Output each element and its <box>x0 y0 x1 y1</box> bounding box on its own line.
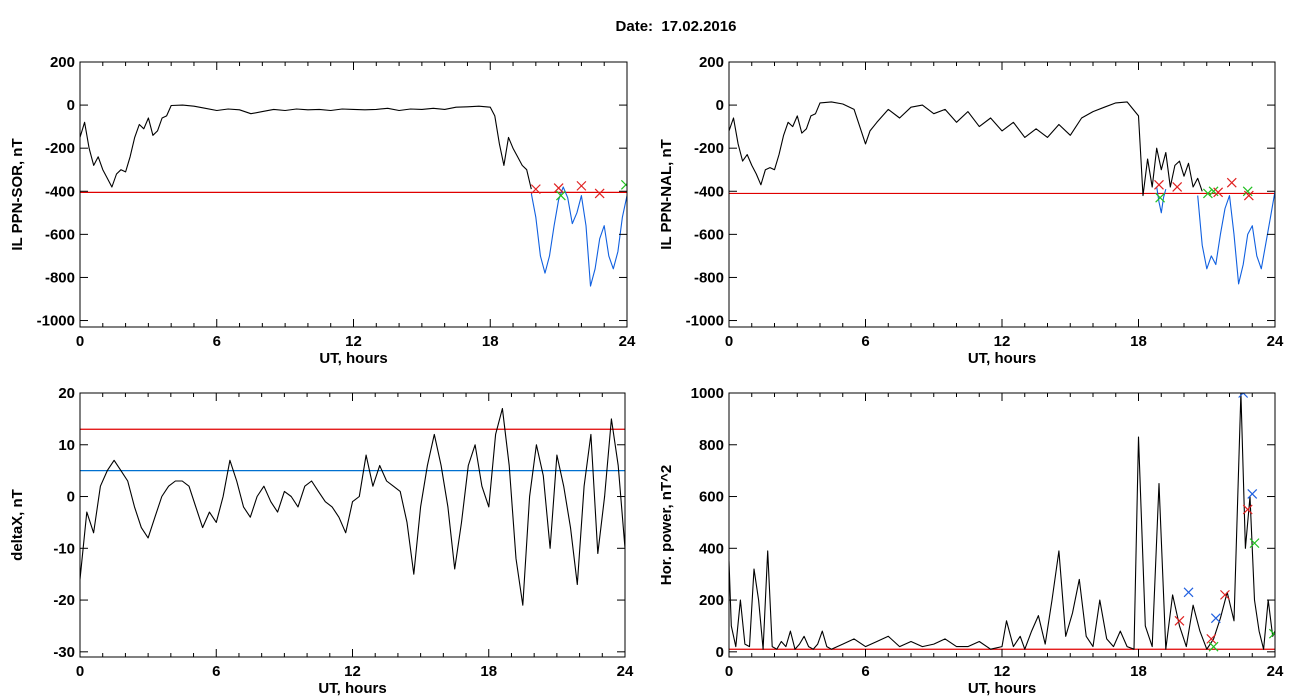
p4-ytick-label-2: 600 <box>699 489 724 506</box>
p1-ytick-label-5: -800 <box>45 269 75 286</box>
p3-xtick-label-3: 18 <box>480 663 497 680</box>
p4-marker-0 <box>1174 615 1185 626</box>
p2-x-axis-label: UT, hours <box>968 350 1036 367</box>
p3-y-axis-label: deltaX, nT <box>9 489 26 561</box>
p1-xtick-label-4: 24 <box>619 333 636 350</box>
p2-ytick-label-6: -1000 <box>686 313 724 330</box>
p4-marker-6 <box>1238 393 1249 398</box>
p1-x-axis-label: UT, hours <box>319 350 387 367</box>
p3-series-0 <box>80 407 625 606</box>
p4-marker-5 <box>1220 589 1230 600</box>
p3-ytick-label-5: -30 <box>53 644 75 661</box>
p1-marker-5 <box>620 179 627 190</box>
p4-marker-9 <box>1249 538 1260 549</box>
p4-y-axis-label: Hor. power, nT^2 <box>658 465 675 585</box>
p3-ytick-label-0: 20 <box>58 385 75 402</box>
p1-ytick-label-2: -200 <box>45 140 75 157</box>
p2-ytick-label-5: -800 <box>694 269 724 286</box>
p4-xtick-label-2: 12 <box>994 663 1011 680</box>
p3-x-axis-label: UT, hours <box>318 680 386 697</box>
p4-panel: 0 6 12 18 24 1000 800 600 400 200 0 UT, hours Hor. p… <box>658 385 1284 697</box>
p1-series-0 <box>80 104 532 190</box>
figure-title: Date: 17.02.2016 <box>615 18 737 35</box>
p1-ytick-label-4: -600 <box>45 226 75 243</box>
p1-marker-0 <box>530 184 541 195</box>
p2-marker-6 <box>1226 177 1237 188</box>
p4-marker-2 <box>1206 633 1217 644</box>
p2-marker-1 <box>1155 192 1166 203</box>
p1-ytick-label-1: 0 <box>67 97 75 114</box>
p1-xtick-label-3: 18 <box>482 333 499 350</box>
p4-ytick-label-3: 400 <box>699 540 724 557</box>
p1-xtick-label-1: 6 <box>213 333 221 350</box>
p3-xtick-label-2: 12 <box>344 663 361 680</box>
p4-marker-3 <box>1208 641 1219 652</box>
p1-marker-2 <box>555 190 566 201</box>
p4-x-axis-label: UT, hours <box>968 680 1036 697</box>
p2-ytick-label-2: -200 <box>694 140 724 157</box>
p4-data-area <box>729 393 1275 652</box>
p2-data-area <box>729 101 1275 285</box>
p4-ytick-label-4: 200 <box>699 592 724 609</box>
p2-marker-8 <box>1243 190 1254 201</box>
p4-ytick-label-5: 0 <box>716 644 724 661</box>
p2-marker-3 <box>1202 188 1213 199</box>
p1-series-1 <box>530 186 627 287</box>
p1-frame <box>79 61 628 328</box>
p2-ytick-label-3: -400 <box>694 183 724 200</box>
p2-marker-5 <box>1213 187 1224 198</box>
p1-ytick-label-3: -400 <box>45 183 75 200</box>
p1-ytick-label-6: -1000 <box>37 313 75 330</box>
p4-xtick-label-1: 6 <box>861 663 869 680</box>
p3-ytick-label-1: 10 <box>58 437 75 454</box>
p1-marker-3 <box>576 180 587 191</box>
p4-marker-10 <box>1268 628 1275 639</box>
p1-ytick-label-0: 200 <box>50 54 75 71</box>
p3-xtick-label-4: 24 <box>617 663 634 680</box>
p4-frame <box>728 392 1276 658</box>
p2-marker-2 <box>1172 182 1183 192</box>
p2-ytick-label-4: -600 <box>694 226 724 243</box>
p2-ytick-label-1: 0 <box>716 97 724 114</box>
p4-ytick-label-1: 800 <box>699 437 724 454</box>
p1-xtick-label-2: 12 <box>345 333 362 350</box>
p1-xtick-label-0: 0 <box>76 333 84 350</box>
p2-marker-0 <box>1154 179 1164 190</box>
p2-panel: 0 6 12 18 24 200 0 -200 -400 -600 -800 -1000 UT, hou… <box>658 54 1284 367</box>
p2-ytick-label-0: 200 <box>699 54 724 71</box>
p2-xtick-label-2: 12 <box>994 333 1011 350</box>
p3-ytick-label-3: -10 <box>53 540 75 557</box>
p3-data-area <box>80 407 625 606</box>
p2-series-0 <box>729 101 1203 197</box>
p1-y-axis-label: IL PPN-SOR, nT <box>9 138 26 250</box>
p4-xtick-label-0: 0 <box>725 663 733 680</box>
p2-xtick-label-4: 24 <box>1267 333 1284 350</box>
p4-marker-7 <box>1242 504 1253 515</box>
p2-series-1 <box>1156 186 1167 214</box>
p4-marker-1 <box>1183 587 1194 598</box>
p3-ytick-label-4: -20 <box>53 592 75 609</box>
p2-xtick-label-1: 6 <box>861 333 869 350</box>
p2-frame <box>728 61 1276 328</box>
p3-ytick-label-2: 0 <box>67 489 75 506</box>
p1-marker-4 <box>594 188 605 199</box>
p4-ytick-label-0: 1000 <box>691 385 724 402</box>
p3-frame <box>79 392 626 658</box>
p3-xtick-label-0: 0 <box>76 663 84 680</box>
p1-data-area <box>80 104 627 287</box>
p2-xtick-label-3: 18 <box>1130 333 1147 350</box>
p4-xtick-label-3: 18 <box>1130 663 1147 680</box>
p3-xtick-label-1: 6 <box>212 663 220 680</box>
p1-marker-1 <box>553 183 564 193</box>
p3-panel: 0 6 12 18 24 20 10 0 -10 -20 -30 UT, hours deltaX, n… <box>9 385 634 697</box>
p1-panel: 0 6 12 18 24 200 0 -200 -400 -600 -800 -1000 UT, hou… <box>9 54 636 367</box>
p4-marker-4 <box>1210 613 1221 624</box>
p4-marker-8 <box>1247 489 1258 499</box>
p4-xtick-label-4: 24 <box>1267 663 1284 680</box>
p2-series-2 <box>1197 191 1275 285</box>
p4-series-0 <box>729 393 1275 650</box>
p2-y-axis-label: IL PPN-NAL, nT <box>658 139 675 250</box>
p2-xtick-label-0: 0 <box>725 333 733 350</box>
